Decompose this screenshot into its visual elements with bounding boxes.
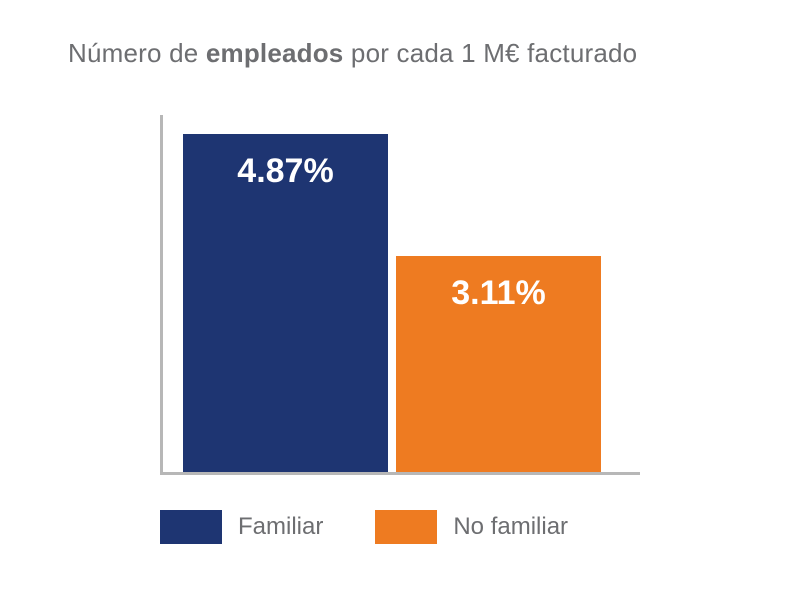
legend-item-familiar: Familiar	[160, 510, 323, 544]
bar-value-label: 3.11%	[451, 274, 546, 313]
legend-item-no-familiar: No familiar	[375, 510, 568, 544]
chart-title: Número de empleados por cada 1 M€ factur…	[68, 38, 637, 69]
legend-swatch	[160, 510, 222, 544]
bar-no-familiar: 3.11%	[396, 256, 601, 472]
bar-familiar: 4.87%	[183, 134, 388, 472]
title-bold: empleados	[206, 38, 344, 68]
title-suffix: por cada 1 M€ facturado	[343, 38, 637, 68]
x-axis	[160, 472, 640, 475]
title-prefix: Número de	[68, 38, 206, 68]
legend: Familiar No familiar	[160, 510, 568, 544]
legend-label: No familiar	[453, 513, 568, 541]
legend-swatch	[375, 510, 437, 544]
bar-value-label: 4.87%	[237, 152, 333, 191]
legend-label: Familiar	[238, 513, 323, 541]
bars-container: 4.87% 3.11%	[163, 115, 640, 472]
chart-plot-area: 4.87% 3.11%	[160, 115, 640, 475]
